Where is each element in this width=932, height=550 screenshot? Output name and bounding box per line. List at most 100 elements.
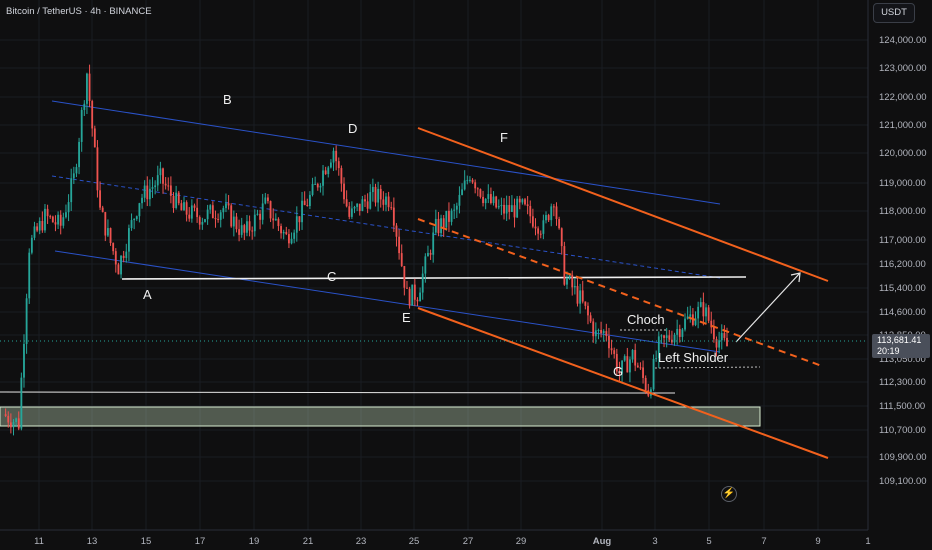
candle-body xyxy=(550,206,553,221)
candle-body xyxy=(306,205,309,207)
candle-body xyxy=(88,73,91,102)
candle-body xyxy=(38,220,41,231)
projection-arrow[interactable] xyxy=(735,272,801,343)
candle-body xyxy=(356,203,359,207)
candle-body xyxy=(211,205,214,219)
x-tick-label: 13 xyxy=(87,536,98,547)
support-line[interactable] xyxy=(121,276,747,280)
lightning-icon[interactable]: ⚡ xyxy=(721,486,737,502)
candle-body xyxy=(621,360,623,374)
candle-body xyxy=(379,188,382,200)
candle-body xyxy=(445,210,448,228)
candle-body xyxy=(537,228,540,234)
candle-body xyxy=(555,206,558,220)
candle-body xyxy=(469,179,471,181)
candle-body xyxy=(366,201,369,209)
candle-body xyxy=(587,305,589,316)
candle-body xyxy=(193,205,196,208)
candle-body xyxy=(316,183,319,188)
candle-body xyxy=(450,210,453,222)
candle-body xyxy=(301,200,303,223)
candle-body xyxy=(285,231,288,235)
candle-body xyxy=(183,202,185,211)
candle-body xyxy=(23,343,25,378)
candle-body xyxy=(489,194,492,204)
candle-body xyxy=(101,207,104,213)
candle-body xyxy=(584,301,587,306)
candle-body xyxy=(12,421,15,428)
currency-selector[interactable]: USDT xyxy=(873,3,915,23)
candle-body xyxy=(686,316,689,319)
candle-body xyxy=(573,286,576,288)
candle-body xyxy=(335,150,338,162)
candle-body xyxy=(547,215,550,221)
candle-body xyxy=(272,218,275,221)
y-tick-label: 123,000.00 xyxy=(879,63,927,74)
candle-body xyxy=(560,228,563,247)
demand-zone[interactable] xyxy=(0,406,761,427)
candle-body xyxy=(319,185,322,188)
candle-body xyxy=(529,205,532,217)
price-axis[interactable] xyxy=(868,0,932,550)
orange-channel-lower[interactable] xyxy=(417,307,829,459)
grid-lines xyxy=(0,0,869,530)
x-tick-label: Aug xyxy=(593,536,612,547)
candle-body xyxy=(36,226,39,231)
time-axis[interactable] xyxy=(0,530,932,550)
x-tick-label: 17 xyxy=(195,536,206,547)
candle-body xyxy=(618,371,621,374)
candle-body xyxy=(526,204,529,206)
candle-body xyxy=(665,335,668,338)
candle-body xyxy=(146,185,149,200)
candle-body xyxy=(476,188,479,190)
candle-body xyxy=(495,196,498,208)
candle-body xyxy=(164,183,167,186)
candle-body xyxy=(308,194,311,206)
candle-body xyxy=(681,329,684,337)
candle-body xyxy=(154,185,157,188)
candle-body xyxy=(390,207,393,209)
candle-body xyxy=(20,377,23,429)
candle-body xyxy=(589,315,592,322)
candle-body xyxy=(290,238,293,244)
candle-body xyxy=(500,204,503,207)
candle-body xyxy=(712,327,715,340)
candle-body xyxy=(408,288,411,306)
candle-body xyxy=(613,350,616,354)
candle-body xyxy=(225,203,227,209)
candle-body xyxy=(46,208,49,217)
candle-body xyxy=(196,207,199,218)
blue-channel-lower[interactable] xyxy=(54,250,721,353)
candle-body xyxy=(198,217,201,225)
y-tick-label: 109,100.00 xyxy=(879,476,927,487)
candle-body xyxy=(400,253,403,267)
candle-body xyxy=(421,273,424,293)
candle-body xyxy=(482,196,484,204)
candle-body xyxy=(322,170,324,186)
candle-body xyxy=(458,194,461,206)
candle-body xyxy=(99,190,101,208)
candle-body xyxy=(524,199,526,205)
orange-channel-mid[interactable] xyxy=(417,218,823,367)
y-tick-label: 122,000.00 xyxy=(879,92,927,103)
candle-body xyxy=(600,329,603,334)
candle-body xyxy=(327,167,330,175)
candle-body xyxy=(432,232,435,255)
candle-body xyxy=(552,206,555,208)
candle-body xyxy=(28,252,31,299)
candle-body xyxy=(479,189,482,197)
candle-body xyxy=(340,168,343,184)
zone-top-line[interactable] xyxy=(0,391,676,394)
candle-body xyxy=(243,225,246,233)
candle-body xyxy=(427,252,429,257)
orange-channel-upper[interactable] xyxy=(417,127,829,282)
candle-body xyxy=(602,331,605,334)
candle-body xyxy=(156,175,159,186)
candle-body xyxy=(566,278,568,285)
candle-body xyxy=(542,220,545,234)
candle-body xyxy=(508,204,511,212)
blue-channel-upper[interactable] xyxy=(51,100,721,205)
candle-body xyxy=(232,216,235,227)
candle-body xyxy=(54,222,57,225)
